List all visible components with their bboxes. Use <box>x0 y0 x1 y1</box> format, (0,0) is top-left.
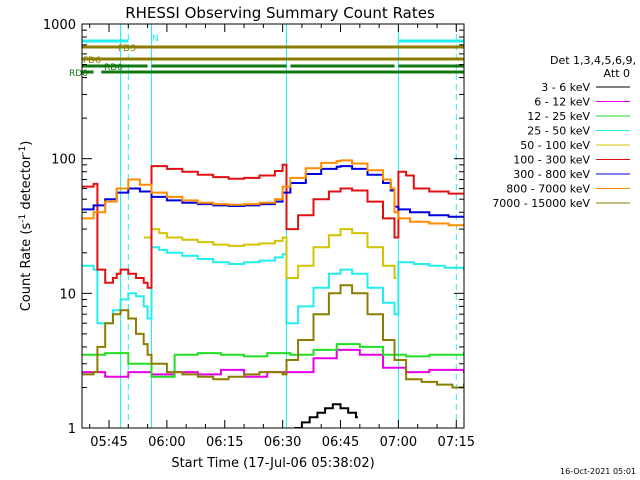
legend-label-4: 50 - 100 keV <box>520 139 590 152</box>
legend-label-1: 6 - 12 keV <box>534 96 590 109</box>
y-axis-label-mid: detector <box>19 154 34 214</box>
flag-label-fd6: FD6 <box>83 56 101 66</box>
x-axis-label: Start Time (17-Jul-06 05:38:02) <box>171 456 374 471</box>
series-line-3 <box>82 246 464 325</box>
legend-label-7: 800 - 7000 keV <box>506 183 590 196</box>
y-tick-label-1: 10 <box>59 287 76 302</box>
chart-title: RHESSI Observing Summary Count Rates <box>125 4 435 22</box>
y-tick-label-2: 100 <box>51 153 76 168</box>
legend: Det 1,3,4,5,6,9, Att 0 3 - 6 keV 6 - 12 k… <box>492 54 636 210</box>
legend-header-line1: Det 1,3,4,5,6,9, <box>550 54 636 67</box>
series-line-5 <box>82 163 464 289</box>
x-tick-label-6: 07:15 <box>438 435 475 450</box>
series-line-7 <box>82 159 464 227</box>
legend-label-8: 7000 - 15000 keV <box>492 197 590 210</box>
y-axis-label-exp2: -1 <box>18 146 28 155</box>
series-line-4 <box>143 228 397 279</box>
x-tick-label-3: 06:30 <box>264 435 301 450</box>
series-lines <box>82 159 464 428</box>
x-tick-label-2: 06:15 <box>206 435 243 450</box>
y-axis-label-exp1: -1 <box>18 214 28 223</box>
y-tick-label-0: 1 <box>68 422 76 437</box>
y-axis-label: Count Rate (s-1 detector-1) <box>18 141 34 312</box>
flag-label-fds: FDS <box>118 44 136 54</box>
series-line-0 <box>294 403 358 428</box>
x-tick-label-5: 07:00 <box>380 435 417 450</box>
y-axis-label-post: ) <box>19 141 34 146</box>
flag-label-n: N <box>152 34 159 44</box>
footer-timestamp: 16-Oct-2021 05:01 <box>560 467 636 476</box>
y-tick-label-3: 1000 <box>43 18 76 33</box>
axes: 05:45 06:00 06:15 06:30 06:45 07:00 07:15 1 10 10… <box>43 18 475 450</box>
legend-label-0: 3 - 6 keV <box>541 81 590 94</box>
series-line-8 <box>82 284 464 389</box>
legend-label-3: 25 - 50 keV <box>527 125 590 138</box>
x-tick-label-1: 06:00 <box>148 435 185 450</box>
y-axis-label-pre: Count Rate (s <box>19 223 34 312</box>
flag-label-rd6: RD6 <box>69 69 88 79</box>
x-tick-label-0: 05:45 <box>90 435 127 450</box>
legend-label-6: 300 - 800 keV <box>513 168 590 181</box>
legend-label-5: 100 - 300 keV <box>513 154 590 167</box>
legend-label-2: 12 - 25 keV <box>527 110 590 123</box>
legend-header-line2: Att 0 <box>604 67 630 80</box>
series-line-2 <box>82 343 464 378</box>
plot-frame <box>81 23 465 429</box>
x-tick-label-4: 06:45 <box>322 435 359 450</box>
flag-label-rd0: RD0 <box>104 63 123 73</box>
